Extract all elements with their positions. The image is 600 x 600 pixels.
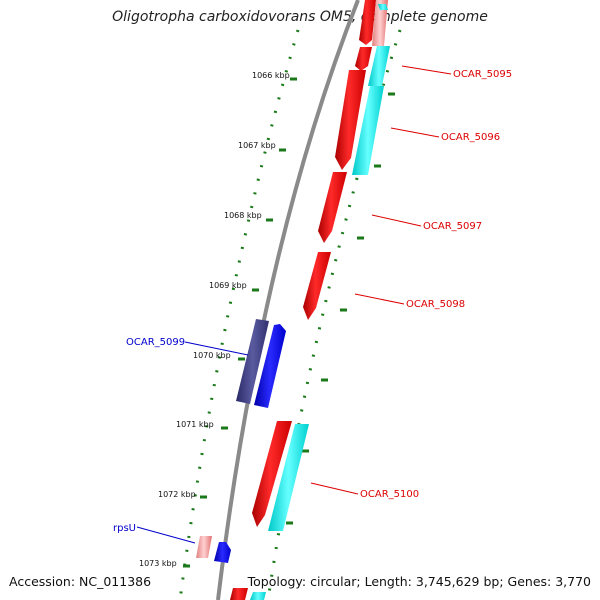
gene-label-ocar-5100[interactable]: OCAR_5100: [360, 489, 419, 500]
kbp-major-ticks: [183, 77, 297, 568]
gene-cyan-top[interactable]: [378, 4, 388, 10]
gene-pink-top[interactable]: [372, 0, 388, 46]
gene-ocar-5094[interactable]: [359, 0, 376, 45]
gene-cyan-5095[interactable]: [368, 46, 390, 86]
gene-rpsu[interactable]: [214, 542, 231, 563]
topology-info-text: Topology: circular; Length: 3,745,629 bp…: [247, 574, 591, 589]
kbp-label: 1069 kbp: [209, 281, 247, 290]
gene-cyan-5100[interactable]: [268, 424, 309, 531]
gene-rpsu-pseudo[interactable]: [196, 536, 212, 558]
gene-ocar-5099[interactable]: [236, 319, 269, 404]
accession-text: Accession: NC_011386: [9, 574, 152, 589]
gc-tick-ring: [266, 29, 402, 600]
gene-ocar-5095[interactable]: [355, 47, 372, 71]
kbp-label: 1068 kbp: [224, 211, 262, 220]
gene-cyan-5096[interactable]: [352, 86, 384, 175]
kbp-label: 1070 kbp: [193, 351, 231, 360]
genome-backbone: [216, 0, 360, 600]
gene-label-ocar-5098[interactable]: OCAR_5098: [406, 299, 465, 310]
map-title: Oligotropha carboxidovorans OM5, complet…: [112, 9, 488, 25]
cyan-genes: [250, 4, 390, 600]
kbp-label: 1073 kbp: [139, 559, 177, 568]
kbp-label: 1072 kbp: [158, 490, 196, 499]
outer-ring-ticks: [286, 92, 395, 525]
gene-ocar-5098[interactable]: [303, 252, 331, 320]
kbp-label: 1066 kbp: [252, 71, 290, 80]
pseudo-genes: [196, 0, 388, 558]
gene-label-ocar-5095[interactable]: OCAR_5095: [453, 69, 512, 80]
gene-cyan-bottom[interactable]: [250, 592, 266, 600]
reverse-genes: [214, 319, 286, 563]
gene-ocar-5096[interactable]: [335, 70, 366, 170]
gene-label-ocar-5096[interactable]: OCAR_5096: [441, 132, 500, 143]
kbp-label: 1071 kbp: [176, 420, 214, 429]
forward-genes: [230, 0, 376, 600]
gene-label-ocar-5097[interactable]: OCAR_5097: [423, 221, 482, 232]
gene-ocar-5097[interactable]: [318, 172, 347, 243]
kbp-label: 1067 kbp: [238, 141, 276, 150]
gene-label-rpsu[interactable]: rpsU: [113, 523, 136, 534]
gene-ocar-5100[interactable]: [252, 421, 292, 527]
gene-label-ocar-5099[interactable]: OCAR_5099: [126, 337, 185, 348]
gene-ocar-5101[interactable]: [230, 588, 248, 600]
label-connectors: [136, 65, 452, 544]
gene-ocar-5099b[interactable]: [254, 324, 286, 408]
